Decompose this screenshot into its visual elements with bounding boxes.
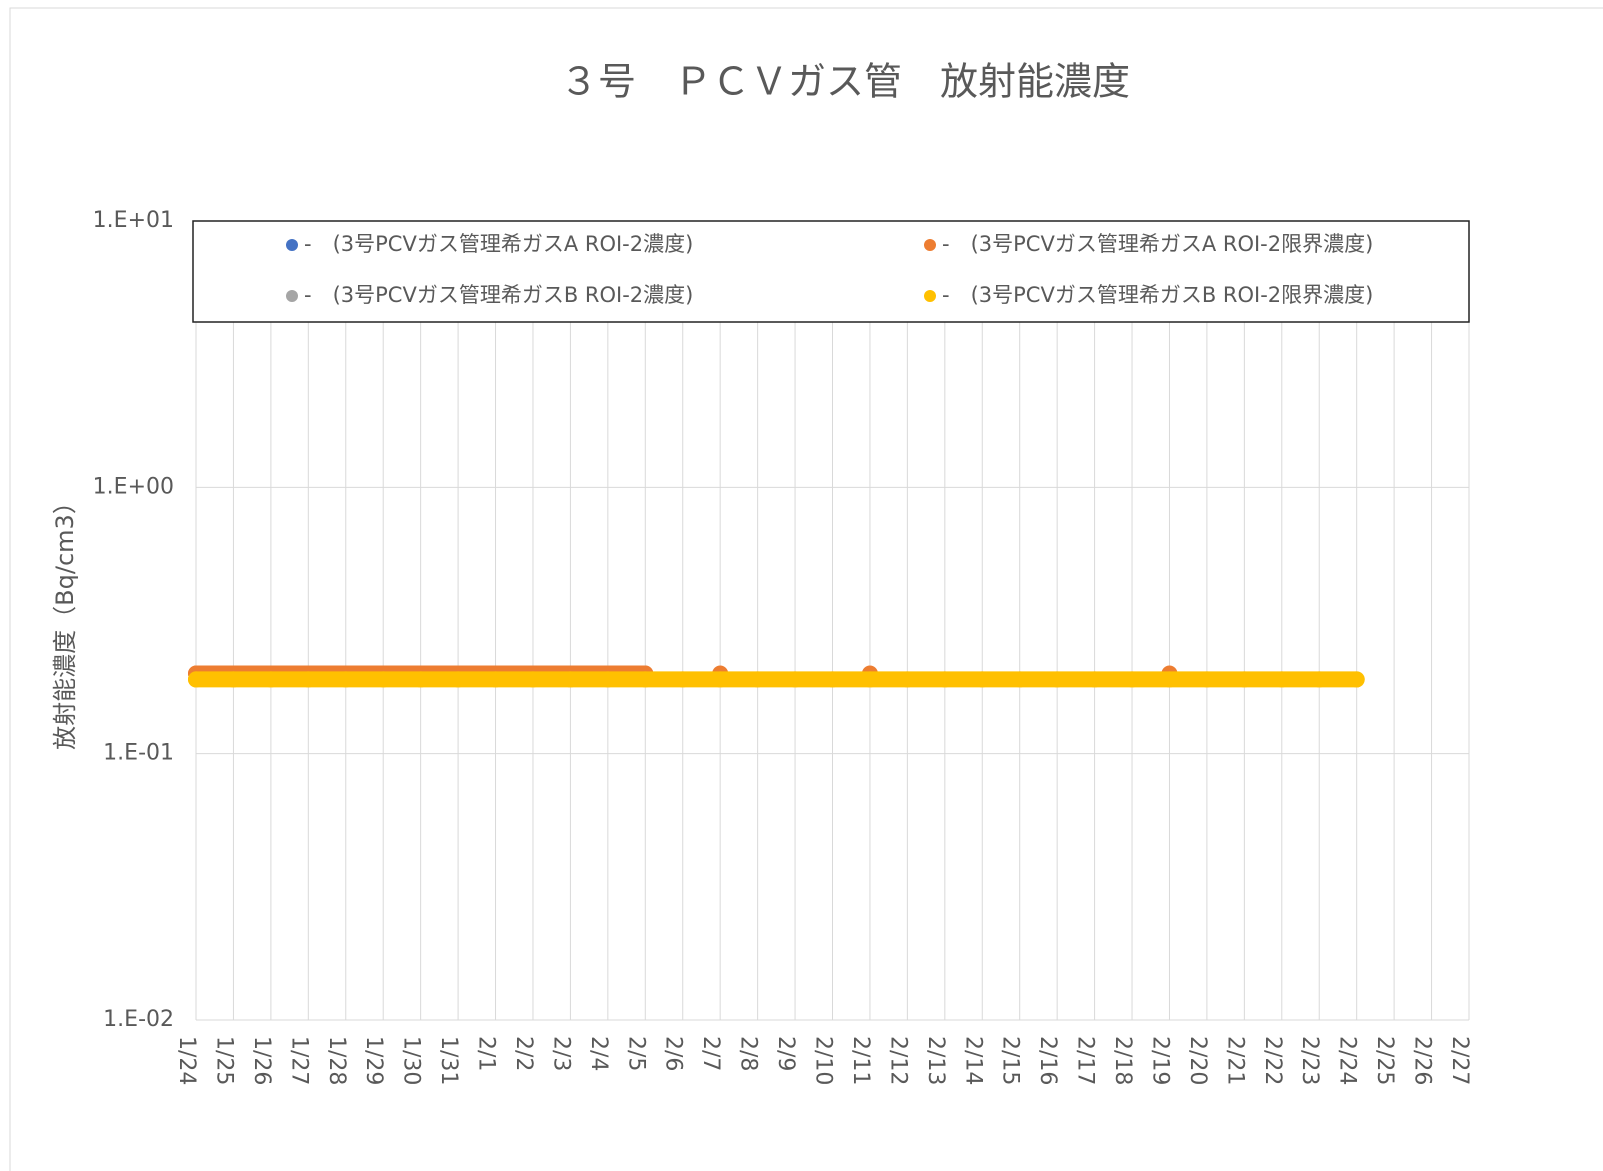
data-point [861,671,878,688]
x-tick-label: 2/17 [1073,1036,1098,1085]
data-point [375,671,392,688]
x-tick-label: 2/15 [998,1036,1023,1085]
x-tick-label: 2/20 [1185,1036,1210,1085]
data-point [599,671,616,688]
data-point [300,671,317,688]
y-tick-label: 1.E+01 [93,208,174,233]
x-tick-label: 2/16 [1035,1036,1060,1085]
data-point [337,671,354,688]
x-tick-label: 2/12 [885,1036,910,1085]
data-point [936,671,953,688]
y-axis-label: 放射能濃度（Bq/cm3） [51,490,79,750]
x-tick-label: 2/8 [736,1036,761,1071]
x-tick-label: 1/26 [249,1036,274,1085]
x-tick-label: 2/4 [586,1036,611,1071]
data-point [1124,671,1141,688]
data-point [188,671,204,688]
data-point [1011,671,1028,688]
x-tick-label: 1/31 [436,1036,461,1085]
y-tick-label: 1.E+00 [93,474,174,499]
data-point [674,671,691,688]
data-point [412,671,429,688]
data-point [1049,671,1066,688]
x-tick-label: 2/13 [923,1036,948,1085]
data-point [487,671,504,688]
legend-marker [924,239,936,251]
data-point [1198,671,1215,688]
data-point [637,671,654,688]
x-tick-label: 2/10 [811,1036,836,1085]
data-point [1161,671,1178,688]
x-tick-label: 1/29 [361,1036,386,1085]
x-tick-label: 1/25 [211,1036,236,1085]
x-tick-label: 1/30 [399,1036,424,1085]
data-point [562,671,579,688]
x-tick-label: 2/26 [1410,1036,1435,1085]
chart-frame [9,7,1603,1171]
legend-box [192,220,1470,323]
legend-marker [286,290,298,302]
data-point [1348,671,1365,688]
data-point [749,671,766,688]
x-tick-label: 2/19 [1147,1036,1172,1085]
data-point [1236,671,1253,688]
data-point [787,671,804,688]
legend-marker [286,239,298,251]
legend-label: - (3号PCVガス管理希ガスB ROI-2濃度) [304,283,693,307]
data-point [450,671,467,688]
legend-label: - (3号PCVガス管理希ガスB ROI-2限界濃度) [942,283,1373,307]
x-tick-label: 2/6 [661,1036,686,1071]
legend-marker [924,290,936,302]
data-point [225,671,242,688]
x-tick-label: 2/21 [1222,1036,1247,1085]
x-tick-label: 2/1 [474,1036,499,1071]
x-tick-label: 2/11 [848,1036,873,1085]
data-point [262,671,279,688]
data-point [712,671,729,688]
x-tick-label: 2/24 [1335,1036,1360,1085]
data-point [899,671,916,688]
data-point [824,671,841,688]
x-tick-label: 1/27 [286,1036,311,1085]
chart-title: ３号 ＰＣＶガス管 放射能濃度 [560,60,1130,104]
x-tick-label: 2/3 [548,1036,573,1071]
x-tick-label: 2/23 [1297,1036,1322,1085]
x-tick-label: 2/2 [511,1036,536,1071]
x-tick-label: 1/28 [324,1036,349,1085]
x-tick-label: 2/7 [698,1036,723,1071]
x-tick-label: 2/27 [1447,1036,1472,1085]
x-tick-label: 2/25 [1372,1036,1397,1085]
legend-label: - (3号PCVガス管理希ガスA ROI-2濃度) [304,232,693,256]
legend-label: - (3号PCVガス管理希ガスA ROI-2限界濃度) [942,232,1373,256]
x-tick-label: 1/24 [174,1036,199,1085]
y-tick-label: 1.E-02 [103,1007,174,1032]
x-tick-label: 2/18 [1110,1036,1135,1085]
data-point [524,671,541,688]
data-point [1311,671,1328,688]
x-tick-label: 2/9 [773,1036,798,1071]
y-tick-label: 1.E-01 [103,741,174,766]
x-tick-label: 2/5 [623,1036,648,1071]
x-tick-label: 2/22 [1260,1036,1285,1085]
data-point [1273,671,1290,688]
data-point [974,671,991,688]
x-tick-label: 2/14 [960,1036,985,1085]
data-point [1086,671,1103,688]
